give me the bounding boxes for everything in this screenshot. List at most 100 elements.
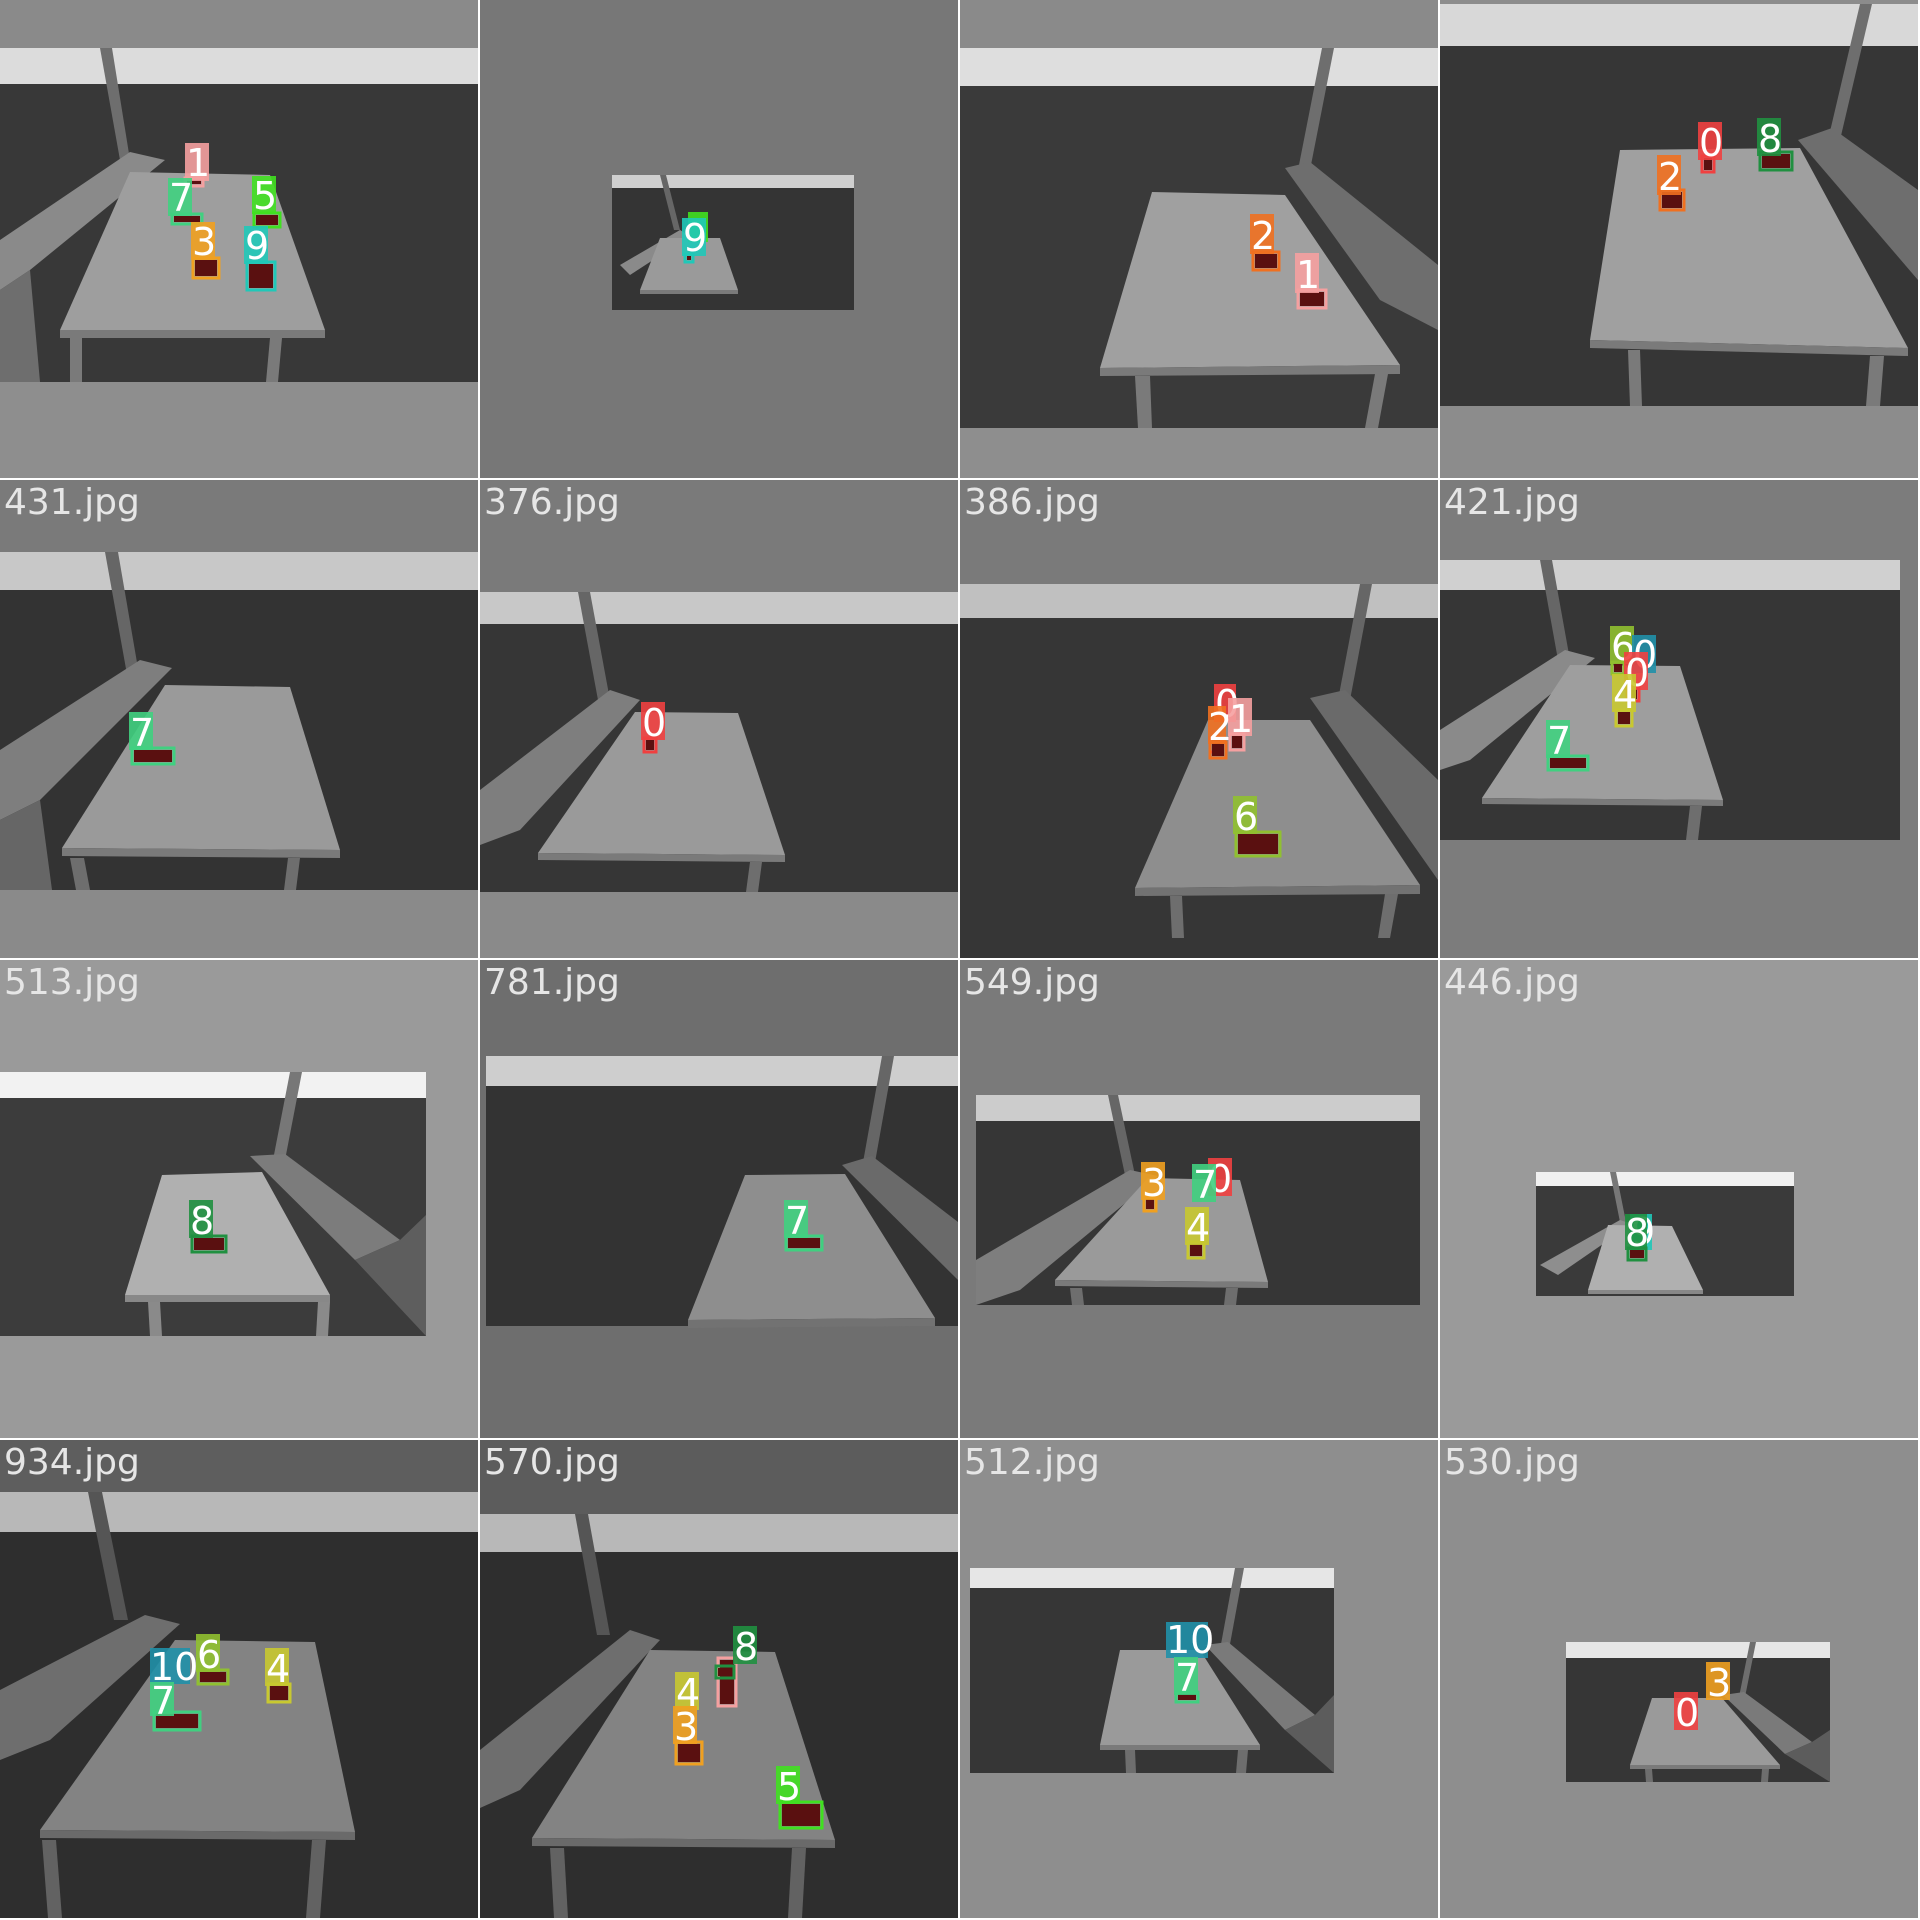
detection-box: 8 (189, 1199, 228, 1254)
detection-box: 3 (191, 220, 221, 280)
image-tile: 530.jpg 3 0 (1440, 1440, 1918, 1918)
detection-box: 7 (784, 1199, 824, 1252)
detection-box: 9 (682, 216, 707, 264)
scene-render (1440, 1440, 1918, 1918)
scene-render (480, 480, 958, 958)
detections-overlay: 0 (641, 701, 666, 754)
scene-render (960, 480, 1438, 958)
filename-label: 513.jpg (4, 962, 140, 1003)
detections-overlay: 6 0 0 4 7 (1546, 625, 1657, 772)
detection-label: 5 (253, 174, 277, 218)
detection-label: 10 (150, 1645, 198, 1689)
detection-label: 2 (1208, 705, 1232, 749)
filename-label: 376.jpg (484, 482, 620, 523)
detection-label: 9 (683, 216, 707, 260)
detection-label: 4 (266, 1647, 290, 1691)
detection-box: 0 (1674, 1691, 1699, 1735)
detection-box: 7 (150, 1679, 202, 1732)
detections-overlay: 7 (129, 711, 176, 766)
filename-label: 934.jpg (4, 1442, 140, 1483)
filename-label: 570.jpg (484, 1442, 620, 1483)
detection-box: 8 (1757, 117, 1794, 172)
detection-box: 8 (714, 1625, 758, 1680)
filename-label: 386.jpg (964, 482, 1100, 523)
detections-overlay: 10 7 (1166, 1618, 1214, 1704)
detection-label: 3 (1142, 1161, 1166, 1205)
detection-box: 0 (1698, 121, 1723, 174)
scene-render (1440, 0, 1918, 478)
detection-label: 2 (1251, 214, 1275, 258)
detection-label: 1 (1296, 253, 1320, 297)
filename-label: 446.jpg (1444, 962, 1580, 1003)
detections-overlay: 8 (189, 1199, 228, 1254)
image-tile: 0 8 2 (1440, 0, 1918, 478)
detection-label: 7 (130, 711, 154, 755)
image-tile: 934.jpg 10 6 4 7 (0, 1440, 478, 1918)
detection-box: 2 (1657, 155, 1686, 212)
detection-label: 7 (1193, 1163, 1217, 1207)
detection-label: 8 (734, 1625, 758, 1669)
detection-label: 4 (1186, 1206, 1210, 1250)
image-tile: 2 1 (960, 0, 1438, 478)
detection-box: 10 (1166, 1618, 1214, 1662)
detection-box: 1 (1295, 253, 1328, 310)
detection-box: 6 (1610, 625, 1635, 676)
detection-label: 8 (1625, 1211, 1649, 1255)
image-tile: 386.jpg 0 1 2 6 (960, 480, 1438, 958)
detections-overlay: 9 8 (1625, 1210, 1655, 1262)
image-tile: 512.jpg 10 7 (960, 1440, 1438, 1918)
detection-box: 0 (641, 701, 666, 754)
image-tile: 446.jpg 9 8 (1440, 960, 1918, 1438)
detection-box: 6 (1233, 795, 1282, 858)
scene-render (0, 480, 478, 958)
detection-label: 7 (1547, 719, 1571, 763)
detection-label: 6 (197, 1633, 221, 1677)
image-tile: 513.jpg 8 (0, 960, 478, 1438)
scene-render (0, 960, 478, 1438)
detection-label: 7 (785, 1199, 809, 1243)
detections-overlay: 7 (784, 1199, 824, 1252)
detections-overlay: 0 8 2 (1657, 117, 1794, 212)
image-tile: 376.jpg 0 (480, 480, 958, 958)
detection-box: 4 (265, 1647, 292, 1704)
filename-label: 421.jpg (1444, 482, 1580, 523)
detection-label: 0 (1699, 121, 1723, 165)
detection-label: 7 (169, 176, 193, 220)
detection-label: 7 (1175, 1656, 1199, 1700)
detection-box: 7 (1546, 719, 1590, 772)
detection-box: 3 (1706, 1661, 1731, 1705)
image-tile: 570.jpg 8 4 3 5 (480, 1440, 958, 1918)
detection-box: 2 (1250, 214, 1281, 272)
detection-label: 7 (151, 1679, 175, 1723)
detection-box: 7 (1192, 1163, 1217, 1207)
detection-label: 3 (674, 1705, 698, 1749)
detection-label: 9 (245, 224, 269, 268)
detection-box: 9 (244, 224, 277, 292)
detection-box: 5 (252, 174, 282, 229)
filename-label: 549.jpg (964, 962, 1100, 1003)
detection-label: 8 (1758, 117, 1782, 161)
detection-label: 3 (1707, 1661, 1731, 1705)
detections-overlay: 3 0 7 4 (1141, 1157, 1232, 1260)
detection-box: 1 (1228, 697, 1253, 752)
image-tile: 1 7 5 3 9 (0, 0, 478, 478)
detection-box: 3 (673, 1705, 704, 1766)
detection-label: 6 (1234, 795, 1258, 839)
detection-box: 7 (168, 176, 204, 226)
detections-overlay: 10 6 4 7 (150, 1633, 292, 1732)
detection-label: 4 (1613, 673, 1637, 717)
image-tile: 781.jpg 7 (480, 960, 958, 1438)
detection-label: 1 (1229, 697, 1253, 741)
scene-render (960, 0, 1438, 478)
detections-overlay: 1 7 5 3 9 (168, 141, 282, 292)
filename-label: 781.jpg (484, 962, 620, 1003)
detection-box: 8 (1625, 1211, 1649, 1262)
detection-box: 4 (1612, 673, 1637, 728)
scene-render (0, 1440, 478, 1918)
detection-label: 10 (1166, 1618, 1214, 1662)
detections-overlay: 0 1 2 6 (1208, 682, 1282, 858)
detection-label: 8 (190, 1199, 214, 1243)
filename-label: 431.jpg (4, 482, 140, 523)
detection-label: 0 (642, 701, 666, 745)
